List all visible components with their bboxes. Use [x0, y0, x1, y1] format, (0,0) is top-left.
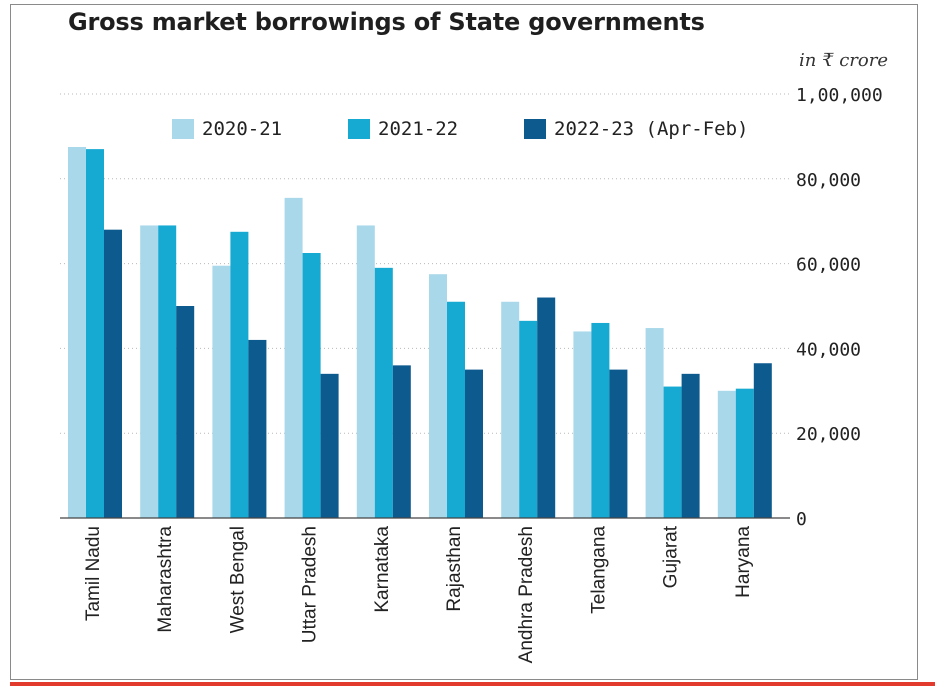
bar	[537, 297, 556, 518]
bar	[753, 363, 772, 518]
bar	[519, 320, 538, 518]
x-tick-label: Haryana	[733, 526, 754, 598]
x-tick-label: Andhra Pradesh	[516, 526, 537, 663]
y-tick-label: 40,000	[796, 339, 861, 360]
x-tick-label: Telangana	[588, 526, 609, 614]
legend-label-2020-21: 2020-21	[202, 118, 283, 140]
legend: 2020-21 2021-22 2022-23 (Apr-Feb)	[0, 118, 935, 148]
bar	[501, 301, 520, 518]
bar	[230, 231, 249, 519]
bar	[176, 306, 195, 518]
legend-swatch-2022-23	[524, 119, 546, 139]
bar	[158, 225, 177, 518]
bar	[663, 386, 682, 518]
y-tick-label: 80,000	[796, 170, 861, 191]
bar	[212, 265, 231, 518]
bar	[248, 339, 267, 518]
bar	[86, 149, 104, 518]
x-tick-label: Gujarat	[661, 525, 682, 588]
bar	[374, 267, 393, 518]
bar	[609, 369, 628, 518]
y-tick-label: 20,000	[796, 424, 861, 445]
legend-label-2021-22: 2021-22	[378, 118, 459, 140]
accent-rule	[10, 682, 935, 686]
bar	[645, 328, 664, 518]
bar	[140, 225, 159, 518]
legend-item-2022-23: 2022-23 (Apr-Feb)	[524, 118, 748, 140]
x-tick-label: West Bengal	[227, 526, 248, 633]
bar	[392, 365, 411, 518]
x-tick-label: Rajasthan	[444, 526, 465, 612]
x-tick-label: Uttar Pradesh	[300, 526, 321, 643]
bar	[573, 331, 592, 518]
bar	[735, 388, 754, 518]
legend-label-2022-23: 2022-23 (Apr-Feb)	[554, 118, 749, 140]
legend-swatch-2021-22	[348, 119, 370, 139]
bar	[681, 373, 700, 518]
unit-label: in ₹ crore	[798, 50, 888, 71]
x-tick-label: Maharashtra	[155, 526, 176, 633]
bar	[591, 322, 610, 518]
bar	[447, 301, 465, 518]
bar	[104, 229, 122, 518]
y-tick-label: 60,000	[796, 255, 861, 276]
legend-item-2020-21: 2020-21	[172, 118, 282, 140]
bar	[320, 373, 339, 518]
legend-swatch-2020-21	[172, 119, 194, 139]
y-tick-label: 0	[796, 509, 807, 530]
legend-item-2021-22: 2021-22	[348, 118, 458, 140]
bar	[356, 225, 375, 518]
bar	[717, 390, 736, 518]
chart-title: Gross market borrowings of State governm…	[68, 8, 705, 36]
x-tick-label: Tamil Nadu	[83, 526, 104, 621]
y-tick-label: 1,00,000	[796, 85, 883, 106]
bar	[429, 274, 447, 518]
bar	[465, 369, 483, 518]
bar	[284, 197, 303, 518]
bar	[68, 147, 86, 518]
bar	[302, 253, 321, 518]
x-tick-label: Karnataka	[372, 526, 393, 613]
